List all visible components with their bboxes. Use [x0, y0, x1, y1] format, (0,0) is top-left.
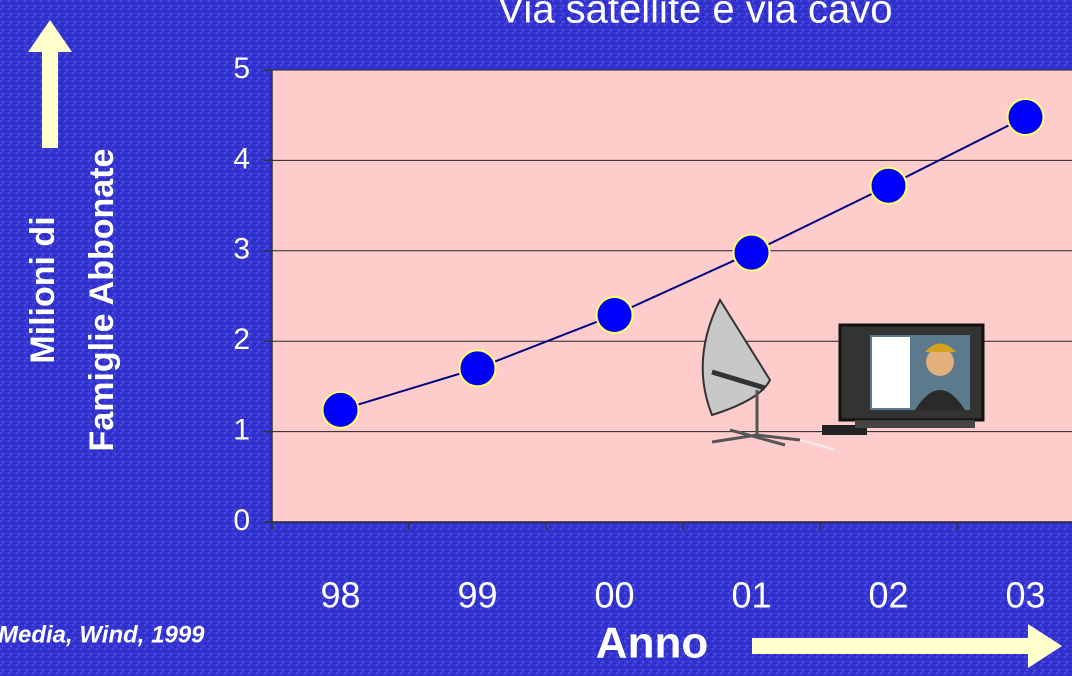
plot-background [272, 70, 1072, 522]
x-tick-label: 01 [731, 575, 771, 616]
data-point [732, 233, 771, 272]
y-tick-label: 1 [233, 414, 250, 447]
data-point [321, 390, 360, 429]
y-tick-label: 3 [233, 233, 250, 266]
x-tick-label: 98 [320, 575, 360, 616]
y-tick-label: 4 [233, 142, 250, 175]
y-tick-label: 2 [233, 323, 250, 356]
y-axis-title: Milioni di [24, 216, 62, 363]
data-point [1006, 98, 1045, 137]
x-tick-label: 02 [868, 575, 908, 616]
source-note: Media, Wind, 1999 [0, 621, 205, 648]
y-axis-title: Famiglie Abbonate [83, 149, 121, 452]
data-point [458, 349, 497, 388]
data-point [869, 166, 908, 205]
y-arrow [28, 20, 72, 148]
x-axis-title: Anno [596, 619, 708, 668]
x-tick-label: 00 [594, 575, 634, 616]
x-arrow [752, 624, 1062, 668]
x-tick-label: 03 [1005, 575, 1045, 616]
data-point [595, 295, 634, 334]
y-tick-label: 0 [233, 504, 250, 537]
illustration [701, 297, 985, 451]
y-tick-label: 5 [233, 52, 250, 85]
chart-title: Via satellite e via cavo [497, 0, 892, 32]
series-line [340, 116, 1026, 411]
x-tick-label: 99 [457, 575, 497, 616]
